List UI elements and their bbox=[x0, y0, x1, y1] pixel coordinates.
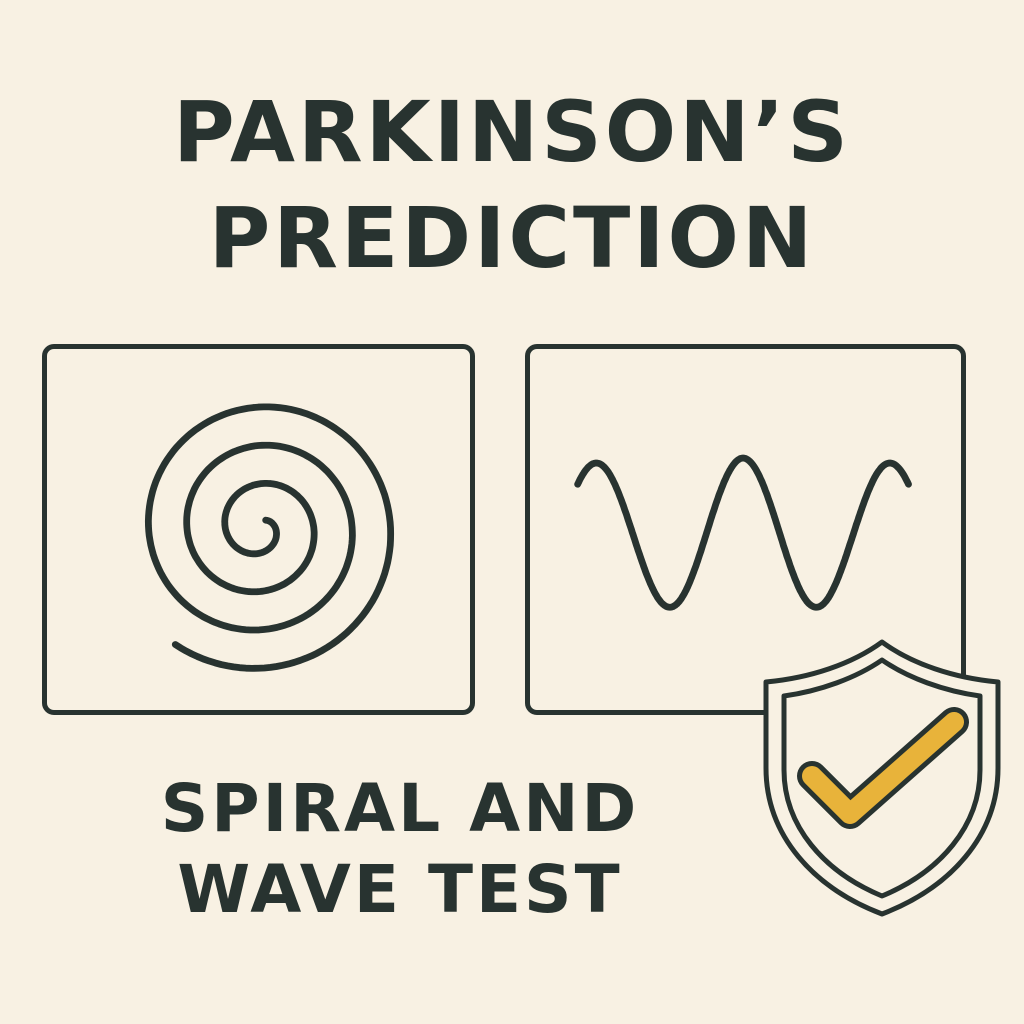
spiral-icon bbox=[144, 403, 395, 672]
subtitle-line-2: WAVE TEST bbox=[177, 851, 623, 928]
shield-inner-outline bbox=[781, 657, 983, 899]
title-line-1: PARKINSON’S bbox=[173, 83, 851, 181]
spiral-panel bbox=[42, 344, 475, 715]
wave-icon bbox=[574, 454, 912, 611]
title-line-2: PREDICTION bbox=[208, 189, 816, 287]
check-mark-fill bbox=[802, 712, 964, 824]
wave-panel bbox=[525, 344, 966, 715]
subtitle-line-1: SPIRAL AND bbox=[160, 770, 640, 847]
shield-check-icon bbox=[763, 639, 1001, 917]
